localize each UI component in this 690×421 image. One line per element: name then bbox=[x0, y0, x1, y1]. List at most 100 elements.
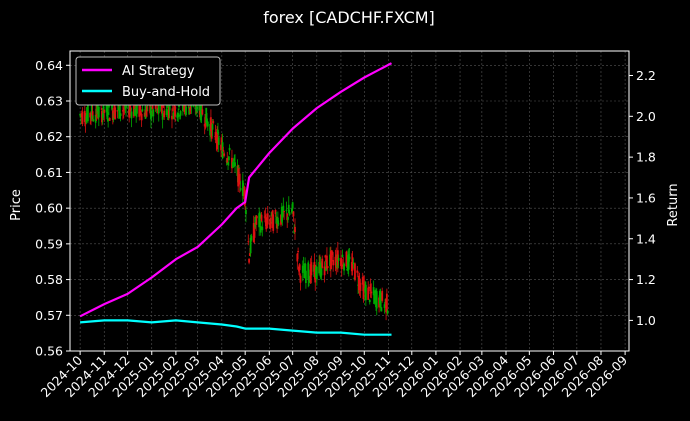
candle-body bbox=[145, 110, 148, 116]
candle-body bbox=[354, 263, 356, 280]
candle-body bbox=[290, 208, 293, 213]
candle-body bbox=[372, 287, 375, 296]
candle-body bbox=[370, 291, 373, 294]
right-tick-label: 1.8 bbox=[636, 150, 656, 165]
candle-body bbox=[265, 221, 268, 230]
candle-body bbox=[292, 211, 295, 217]
candle-body bbox=[211, 124, 214, 130]
candle-body bbox=[275, 216, 278, 224]
candle-body bbox=[151, 102, 154, 110]
candle-body bbox=[303, 272, 306, 279]
candle-body bbox=[179, 111, 182, 116]
candle-body bbox=[138, 102, 141, 117]
candle-body bbox=[337, 257, 340, 261]
candle-body bbox=[255, 222, 257, 225]
candle-body bbox=[347, 253, 350, 270]
y-axis-label-right: Return bbox=[666, 183, 681, 226]
candle-body bbox=[286, 213, 289, 221]
candle-body bbox=[106, 104, 109, 120]
candle-body bbox=[282, 205, 285, 217]
candle-body bbox=[359, 282, 362, 291]
candle-body bbox=[362, 282, 365, 300]
candle-body bbox=[288, 212, 291, 215]
candle-body bbox=[296, 253, 299, 262]
candle-body bbox=[381, 290, 384, 301]
candle-body bbox=[183, 107, 186, 113]
candle-body bbox=[367, 287, 370, 300]
candle-body bbox=[217, 137, 220, 145]
candle-body bbox=[297, 250, 300, 253]
candle-body bbox=[188, 106, 191, 115]
candle-body bbox=[249, 237, 252, 254]
candle-body bbox=[171, 115, 173, 120]
candle-body bbox=[363, 283, 366, 290]
candle-body bbox=[150, 106, 152, 120]
candle-body bbox=[310, 262, 313, 276]
candle-body bbox=[361, 277, 364, 285]
left-tick-label: 0.58 bbox=[35, 272, 63, 287]
candle-body bbox=[272, 214, 275, 231]
candle-body bbox=[216, 128, 219, 150]
candle-body bbox=[301, 265, 304, 273]
candle-body bbox=[94, 114, 97, 123]
candle-body bbox=[122, 108, 125, 111]
candle-body bbox=[114, 107, 117, 119]
candle-body bbox=[385, 293, 388, 312]
candle-body bbox=[231, 162, 234, 168]
candle-body bbox=[117, 104, 120, 111]
candle-body bbox=[83, 110, 86, 122]
candle-body bbox=[168, 105, 171, 111]
candle-body bbox=[368, 287, 370, 289]
candle-body bbox=[326, 266, 329, 269]
candle-body bbox=[260, 214, 263, 221]
candle-body bbox=[206, 121, 209, 127]
candle-body bbox=[331, 251, 334, 256]
candle-body bbox=[228, 147, 231, 151]
candle-body bbox=[335, 254, 338, 268]
candle-body bbox=[356, 270, 359, 273]
candle-body bbox=[330, 250, 333, 262]
left-tick-label: 0.59 bbox=[35, 236, 63, 251]
candle-body bbox=[283, 211, 286, 212]
candle-body bbox=[185, 106, 187, 115]
candle-body bbox=[287, 217, 289, 220]
candle-body bbox=[261, 226, 264, 231]
candle-body bbox=[258, 213, 261, 228]
candle-body bbox=[294, 226, 296, 233]
candle-body bbox=[129, 108, 132, 110]
candle-body bbox=[274, 209, 277, 215]
candle-body bbox=[129, 105, 131, 111]
candle-body bbox=[364, 284, 367, 301]
candle-body bbox=[210, 123, 213, 139]
candle-body bbox=[336, 250, 339, 266]
candle-body bbox=[222, 150, 225, 151]
series-line-0 bbox=[79, 62, 393, 318]
legend: AI Strategy Buy-and-Hold bbox=[75, 56, 221, 106]
candle-body bbox=[332, 259, 335, 266]
candle-body bbox=[177, 112, 180, 118]
candle-body bbox=[315, 266, 318, 280]
candle-body bbox=[340, 259, 343, 270]
candle-body bbox=[97, 117, 99, 119]
candle-body bbox=[89, 112, 92, 118]
candle-body bbox=[276, 217, 279, 225]
right-tick-label: 1.0 bbox=[636, 313, 656, 328]
candle-body bbox=[161, 113, 164, 120]
left-tick-label: 0.63 bbox=[35, 94, 63, 109]
candle-body bbox=[248, 259, 250, 263]
candle-body bbox=[166, 105, 169, 108]
candle-body bbox=[133, 108, 136, 116]
candle-body bbox=[352, 262, 355, 265]
candle-body bbox=[102, 102, 105, 117]
left-tick-label: 0.61 bbox=[35, 165, 63, 180]
candle-body bbox=[238, 167, 240, 169]
candle-body bbox=[234, 162, 236, 167]
candle-body bbox=[304, 263, 307, 274]
candle-body bbox=[241, 180, 244, 196]
legend-label-buy-and-hold: Buy-and-Hold bbox=[122, 85, 210, 100]
candle-body bbox=[255, 216, 258, 219]
candle-body bbox=[96, 105, 99, 115]
candle-body bbox=[348, 256, 351, 260]
candle-body bbox=[239, 187, 242, 191]
candle-body bbox=[223, 153, 226, 156]
